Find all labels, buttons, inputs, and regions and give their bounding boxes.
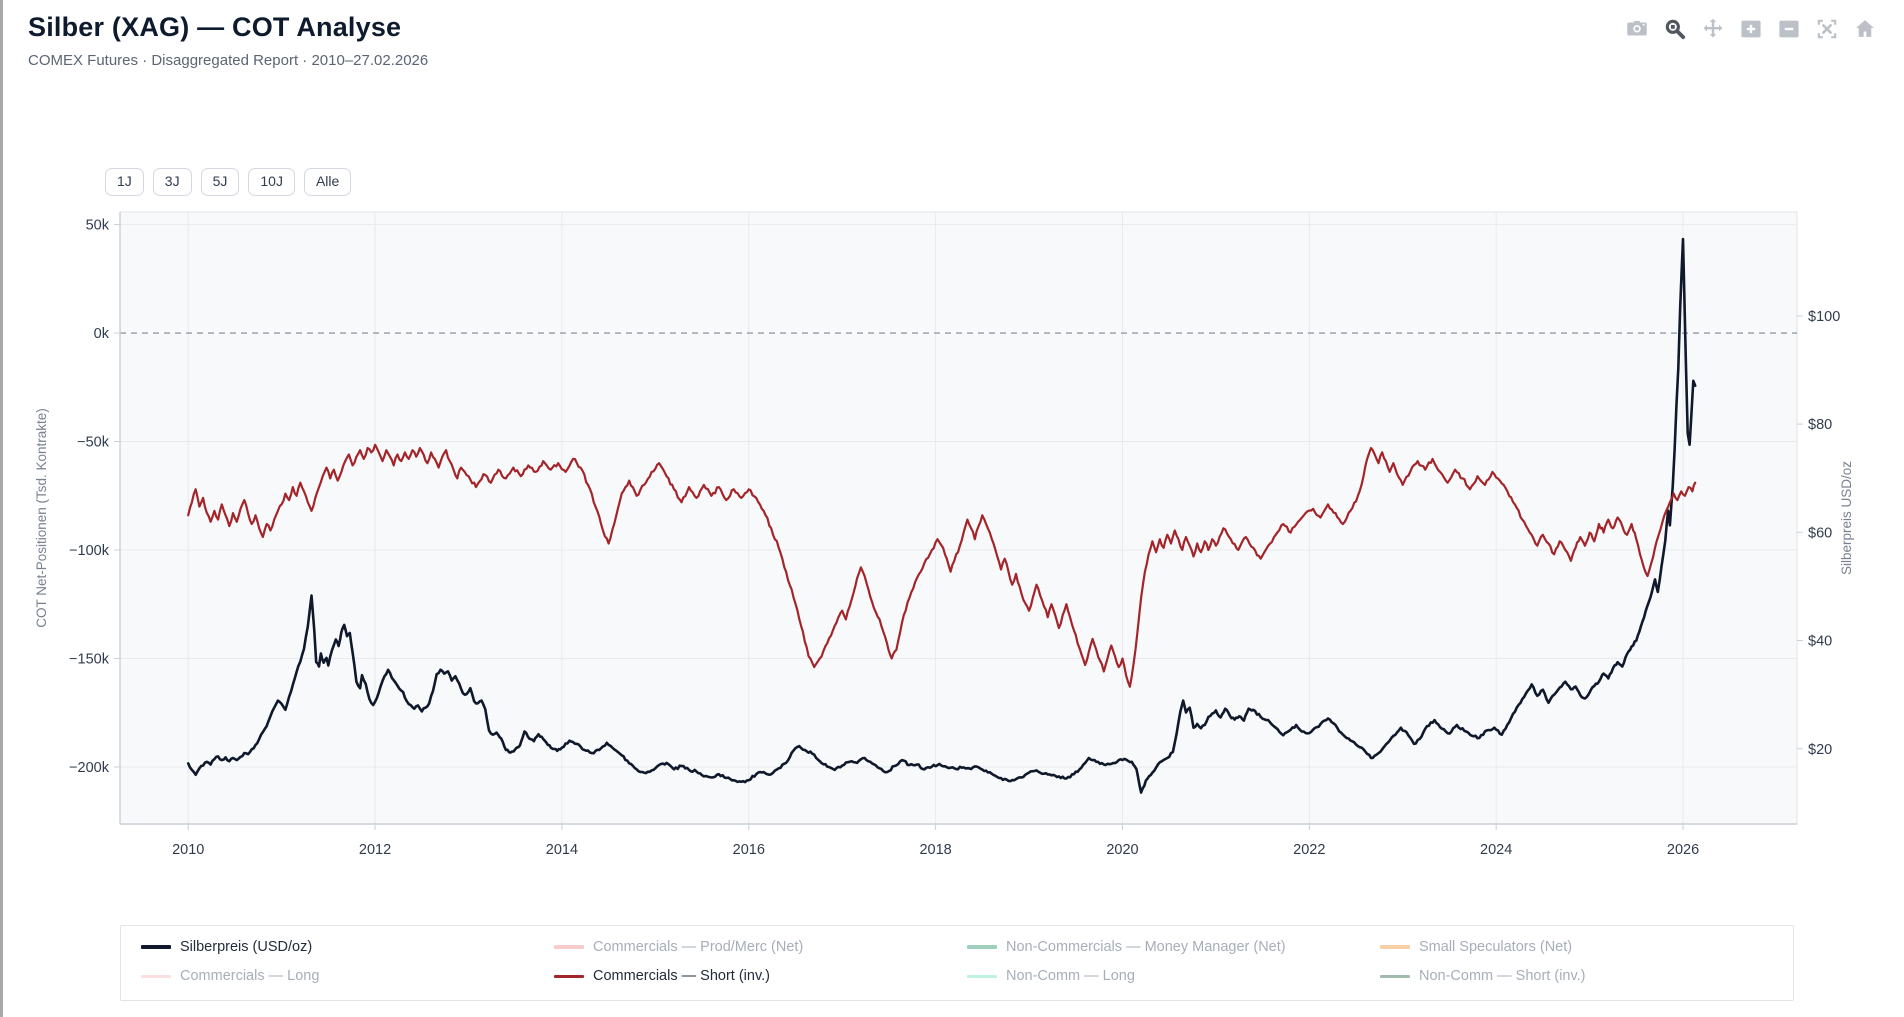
plot-svg: 2010 2012 2014 2016 2018 2020 2022 2024 2026 50k 0… bbox=[34, 211, 1854, 858]
camera-icon[interactable] bbox=[1624, 16, 1650, 42]
y-left-tick-label: 0k bbox=[94, 326, 110, 342]
legend-column: Small Speculators (Net) Non-Comm — Short … bbox=[1380, 939, 1793, 1000]
legend-item-commercials-short-inv[interactable]: Commercials — Short (inv.) bbox=[554, 968, 967, 984]
legend-label: Non-Commercials — Money Manager (Net) bbox=[1006, 939, 1286, 955]
legend-item-commercials-long[interactable]: Commercials — Long bbox=[141, 968, 554, 984]
pan-icon[interactable] bbox=[1700, 16, 1726, 42]
legend-item-silberpreis-usd-oz[interactable]: Silberpreis (USD/oz) bbox=[141, 939, 554, 955]
legend-label: Commercials — Prod/Merc (Net) bbox=[593, 939, 804, 955]
series-line-commercials-short-inv bbox=[187, 443, 1697, 688]
plotly-modebar bbox=[1624, 16, 1878, 42]
legend-item-small-speculators-net[interactable]: Small Speculators (Net) bbox=[1380, 939, 1793, 955]
y-left-tick-label: −100k bbox=[69, 543, 110, 559]
y-left-tick-label: 50k bbox=[86, 218, 110, 234]
y-right-tick-label: $60 bbox=[1808, 525, 1832, 541]
home-icon[interactable] bbox=[1852, 16, 1878, 42]
legend-swatch bbox=[1380, 974, 1410, 978]
y-right-tick-label: $20 bbox=[1808, 742, 1832, 758]
autoscale-icon[interactable] bbox=[1814, 16, 1840, 42]
legend-label: Commercials — Long bbox=[180, 968, 320, 984]
y-right-tick-label: $40 bbox=[1808, 634, 1832, 650]
cot-chart: 2010 2012 2014 2016 2018 2020 2022 2024 2026 50k 0… bbox=[34, 211, 1854, 858]
page-subtitle: COMEX Futures · Disaggregated Report · 2… bbox=[28, 52, 429, 69]
range-button-3j[interactable]: 3J bbox=[152, 168, 192, 196]
series-line-silberpreis-usd-oz bbox=[186, 237, 1697, 794]
legend-item-non-commercials-money-manager-net[interactable]: Non-Commercials — Money Manager (Net) bbox=[967, 939, 1380, 955]
legend-swatch bbox=[554, 974, 584, 978]
y-right-tick-label: $100 bbox=[1808, 309, 1840, 325]
page-title: Silber (XAG) — COT Analyse bbox=[28, 12, 402, 42]
y-left-tick-label: −150k bbox=[69, 651, 110, 667]
legend-column: Non-Commercials — Money Manager (Net) Non… bbox=[967, 939, 1380, 1000]
y-left-tick-label: −200k bbox=[69, 760, 110, 776]
legend-item-commercials-prod-merc-net[interactable]: Commercials — Prod/Merc (Net) bbox=[554, 939, 967, 955]
legend-column: Silberpreis (USD/oz) Commercials — Long bbox=[141, 939, 554, 1000]
range-button-5j[interactable]: 5J bbox=[200, 168, 240, 196]
x-tick-label: 2014 bbox=[546, 842, 578, 858]
legend-label: Small Speculators (Net) bbox=[1419, 939, 1573, 955]
x-tick-label: 2012 bbox=[359, 842, 391, 858]
range-button-alle[interactable]: Alle bbox=[303, 168, 352, 196]
legend-swatch bbox=[1380, 945, 1410, 949]
x-tick-label: 2010 bbox=[172, 842, 204, 858]
y-right-tick-label: $80 bbox=[1808, 417, 1832, 433]
y-right-axis-title: Silberpreis USD/oz bbox=[1839, 461, 1854, 575]
legend-item-non-comm-long[interactable]: Non-Comm — Long bbox=[967, 968, 1380, 984]
zoom-out-icon[interactable] bbox=[1776, 16, 1802, 42]
y-left-tick-label: −50k bbox=[77, 435, 110, 451]
legend-swatch bbox=[141, 945, 171, 949]
range-button-1j[interactable]: 1J bbox=[105, 168, 144, 196]
y-left-axis-title: COT Net-Positionen (Tsd. Kontrakte) bbox=[34, 408, 49, 628]
x-tick-label: 2018 bbox=[919, 842, 951, 858]
range-button-10j[interactable]: 10J bbox=[248, 168, 295, 196]
range-selector: 1J 3J 5J 10J Alle bbox=[105, 168, 352, 196]
legend-label: Non-Comm — Long bbox=[1006, 968, 1135, 984]
legend-column: Commercials — Prod/Merc (Net) Commercials… bbox=[554, 939, 967, 1000]
x-tick-label: 2024 bbox=[1480, 842, 1512, 858]
legend-swatch bbox=[141, 974, 171, 978]
window-left-border bbox=[0, 0, 3, 1017]
x-tick-label: 2022 bbox=[1293, 842, 1325, 858]
chart-legend: Silberpreis (USD/oz) Commercials — Long Co… bbox=[120, 925, 1794, 1001]
legend-label: Commercials — Short (inv.) bbox=[593, 968, 770, 984]
legend-label: Non-Comm — Short (inv.) bbox=[1419, 968, 1586, 984]
legend-item-non-comm-short-inv[interactable]: Non-Comm — Short (inv.) bbox=[1380, 968, 1793, 984]
legend-swatch bbox=[967, 945, 997, 949]
plot-area[interactable] bbox=[119, 211, 1798, 825]
legend-label: Silberpreis (USD/oz) bbox=[180, 939, 313, 955]
legend-swatch bbox=[554, 945, 584, 949]
x-tick-label: 2016 bbox=[733, 842, 765, 858]
zoom-icon[interactable] bbox=[1662, 16, 1688, 42]
legend-swatch bbox=[967, 974, 997, 978]
x-tick-label: 2020 bbox=[1106, 842, 1138, 858]
x-tick-label: 2026 bbox=[1667, 842, 1699, 858]
zoom-in-icon[interactable] bbox=[1738, 16, 1764, 42]
